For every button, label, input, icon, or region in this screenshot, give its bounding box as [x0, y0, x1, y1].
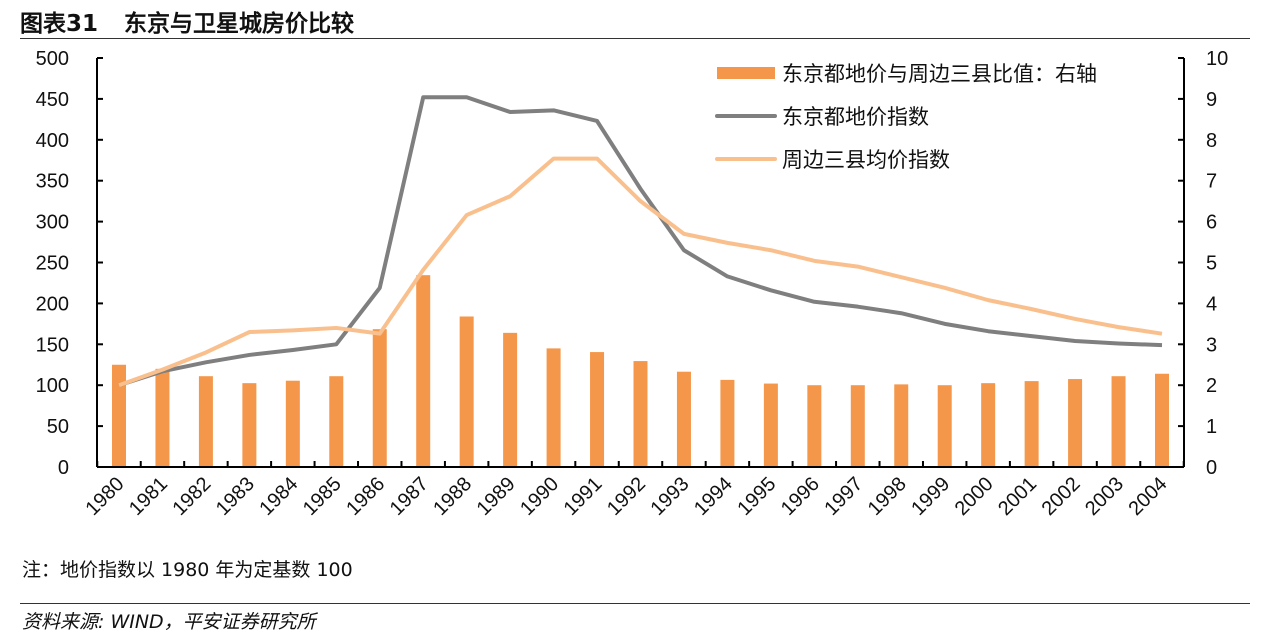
right-tick-label: 1 — [1206, 416, 1217, 438]
bar-1994 — [720, 379, 735, 467]
right-tick-label: 10 — [1206, 48, 1228, 70]
x-tick-label: 1980 — [82, 473, 129, 520]
left-tick-label: 100 — [36, 375, 69, 397]
bar-1982 — [198, 376, 213, 467]
figure-title: 图表31 东京与卫星城房价比较 — [20, 4, 354, 38]
x-tick-label: 1993 — [646, 473, 693, 520]
x-tick-label: 1982 — [168, 473, 215, 520]
bar-2002 — [1068, 379, 1083, 467]
bar-2001 — [1024, 381, 1039, 467]
left-tick-label: 350 — [36, 171, 69, 193]
bar-2003 — [1111, 376, 1126, 467]
x-tick-label: 1995 — [733, 473, 780, 520]
right-tick-label: 0 — [1206, 457, 1217, 479]
x-tick-label: 2002 — [1038, 473, 1085, 520]
legend-label: 东京都地价指数 — [782, 106, 929, 129]
x-tick-label: 2003 — [1081, 473, 1128, 520]
bar-1986 — [372, 329, 387, 467]
bar-1991 — [590, 352, 605, 467]
x-tick-label: 1991 — [560, 473, 607, 520]
left-tick-label: 200 — [36, 293, 69, 315]
right-tick-label: 4 — [1206, 293, 1217, 315]
x-tick-label: 1985 — [299, 473, 346, 520]
x-tick-label: 1999 — [907, 473, 954, 520]
figure-label: 图表31 — [20, 11, 99, 37]
legend-label: 周边三县均价指数 — [782, 149, 950, 172]
chart-note: 注：地价指数以 1980 年为定基数 100 — [22, 559, 353, 581]
x-tick-label: 1990 — [516, 473, 563, 520]
chart-title: 东京与卫星城房价比较 — [124, 11, 355, 37]
x-tick-label: 1983 — [212, 473, 259, 520]
left-tick-label: 500 — [36, 48, 69, 70]
x-tick-label: 1994 — [690, 473, 737, 520]
bar-1988 — [459, 316, 474, 467]
right-tick-label: 3 — [1206, 334, 1217, 356]
bar-1990 — [546, 348, 561, 467]
x-tick-label: 1997 — [820, 473, 867, 520]
title-divider — [20, 38, 1250, 39]
bar-1989 — [503, 332, 518, 467]
bar-1987 — [416, 275, 431, 467]
source-text: 资料来源: WIND，平安证券研究所 — [22, 611, 316, 633]
x-tick-label: 1998 — [864, 473, 911, 520]
left-tick-label: 250 — [36, 253, 69, 275]
right-tick-label: 5 — [1206, 253, 1217, 275]
bar-1992 — [633, 361, 648, 467]
line-series-1 — [118, 95, 1163, 388]
source-divider — [20, 603, 1250, 604]
legend-label: 东京都地价与周边三县比值：右轴 — [782, 63, 1097, 86]
right-tick-label: 8 — [1206, 130, 1217, 152]
bar-1981 — [155, 368, 170, 467]
x-tick-label: 2004 — [1125, 473, 1172, 520]
x-tick-label: 1984 — [255, 473, 302, 520]
bar-1997 — [850, 385, 865, 467]
x-tick-label: 1981 — [125, 473, 172, 520]
bar-1998 — [894, 384, 909, 467]
bar-1984 — [285, 380, 300, 467]
bar-1985 — [329, 376, 344, 467]
right-tick-label: 2 — [1206, 375, 1217, 397]
legend-swatch-bar — [717, 67, 775, 79]
left-tick-label: 300 — [36, 212, 69, 234]
left-tick-label: 0 — [58, 457, 69, 479]
left-tick-label: 450 — [36, 89, 69, 111]
bar-1983 — [242, 383, 257, 467]
right-tick-label: 9 — [1206, 89, 1217, 111]
x-tick-label: 1987 — [386, 473, 433, 520]
x-tick-label: 1986 — [342, 473, 389, 520]
x-tick-label: 2001 — [994, 473, 1041, 520]
left-tick-label: 400 — [36, 130, 69, 152]
bar-2004 — [1155, 373, 1169, 467]
left-tick-label: 50 — [47, 416, 69, 438]
bar-1995 — [763, 383, 778, 467]
left-tick-label: 150 — [36, 334, 69, 356]
x-tick-label: 2000 — [951, 473, 998, 520]
x-tick-label: 1989 — [473, 473, 520, 520]
x-tick-label: 1988 — [429, 473, 476, 520]
bar-2000 — [981, 383, 996, 467]
bar-1996 — [807, 385, 822, 467]
chart: 0 50 100 150 200 250 300 350 400 450 500 0 1 2 3 4 5 6 7 8 9… — [36, 48, 1229, 520]
bar-1980 — [112, 364, 126, 467]
right-tick-label: 7 — [1206, 171, 1217, 193]
x-tick-label: 1996 — [777, 473, 824, 520]
bar-1999 — [937, 385, 952, 467]
right-tick-label: 6 — [1206, 212, 1217, 234]
x-tick-label: 1992 — [603, 473, 650, 520]
bar-1993 — [676, 371, 691, 467]
